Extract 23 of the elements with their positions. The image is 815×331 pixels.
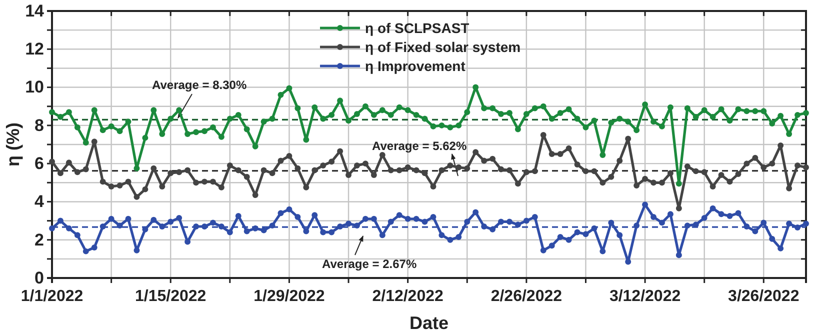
x-axis-title: Date [409,313,449,331]
x-tick-label: 2/26/2022 [490,288,562,306]
ref-line-label: Average = 2.67% [322,257,417,271]
y-tick-label: 4 [34,192,45,212]
y-tick-label: 0 [34,268,44,288]
legend-label: η Improvement [365,58,466,74]
legend-label: η of SCLPSAST [365,20,470,36]
y-tick-label: 6 [34,154,44,174]
y-tick-label: 2 [34,230,44,250]
x-tick-label: 3/26/2022 [728,288,800,306]
y-tick-label: 10 [25,78,44,97]
x-tick-label: 1/15/2022 [135,288,206,306]
x-tick-label: 1/29/2022 [254,288,325,306]
ref-line-label: Average = 8.30% [152,78,247,92]
legend-label: η of Fixed solar system [365,39,521,55]
x-tick-label: 3/12/2022 [609,288,681,306]
y-axis-title: η (%) [3,122,23,166]
x-tick-label: 1/1/2022 [20,288,84,306]
y-tick-label: 8 [34,116,44,135]
ref-line-label: Average = 5.62% [372,139,467,153]
y-tick-label: 14 [25,1,45,20]
y-tick-label: 12 [25,40,44,59]
x-tick-label: 2/12/2022 [372,288,444,306]
